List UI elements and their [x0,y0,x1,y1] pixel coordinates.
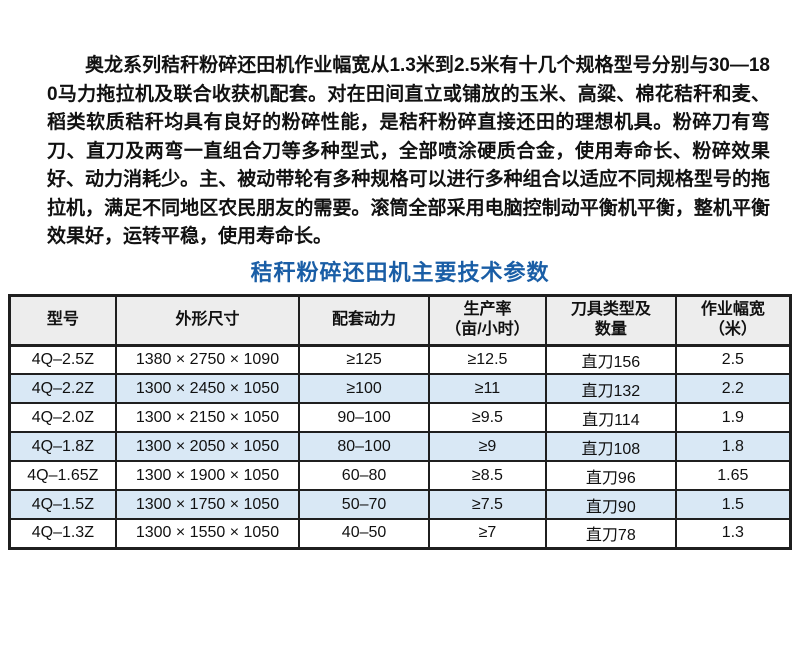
cell-dimensions: 1300 × 1900 × 1050 [114,460,301,491]
cell-width: 1.9 [674,402,792,433]
cell-power: 80–100 [298,431,430,462]
intro-paragraph: 奥龙系列秸秆粉碎还田机作业幅宽从1.3米到2.5米有十几个规格型号分别与30—1… [47,55,770,247]
cell-model: 4Q–2.2Z [8,373,117,404]
table-row: 4Q–2.0Z 1300 × 2150 × 1050 90–100 ≥9.5 直… [8,402,792,433]
cell-width: 1.65 [674,460,792,491]
table-row: 4Q–1.65Z 1300 × 1900 × 1050 60–80 ≥8.5 直… [8,460,792,491]
cell-blade: 直刀114 [545,402,677,433]
cell-productivity: ≥9 [427,431,548,462]
cell-width: 2.2 [674,373,792,404]
cell-dimensions: 1300 × 2150 × 1050 [114,402,301,433]
cell-model: 4Q–1.8Z [8,431,117,462]
cell-dimensions: 1300 × 1750 × 1050 [114,489,301,520]
cell-power: 50–70 [298,489,430,520]
cell-power: ≥100 [298,373,430,404]
cell-model: 4Q–1.65Z [8,460,117,491]
cell-productivity: ≥9.5 [427,402,548,433]
cell-blade: 直刀132 [545,373,677,404]
table-row: 4Q–2.2Z 1300 × 2450 × 1050 ≥100 ≥11 直刀13… [8,373,792,404]
table-title: 秸秆粉碎还田机主要技术参数 [250,259,550,285]
cell-dimensions: 1300 × 1550 × 1050 [114,518,301,549]
column-header-width: 作业幅宽 （米） [674,294,792,347]
table-row: 4Q–1.3Z 1300 × 1550 × 1050 40–50 ≥7 直刀78… [8,518,792,549]
cell-productivity: ≥7.5 [427,489,548,520]
cell-dimensions: 1380 × 2750 × 1090 [114,344,301,375]
table-row: 4Q–2.5Z 1380 × 2750 × 1090 ≥125 ≥12.5 直刀… [8,344,792,375]
cell-model: 4Q–1.3Z [8,518,117,549]
document-page: 奥龙系列秸秆粉碎还田机作业幅宽从1.3米到2.5米有十几个规格型号分别与30—1… [0,52,800,652]
cell-productivity: ≥12.5 [427,344,548,375]
header-row: 型号 外形尺寸 配套动力 生产率 （亩/小时） 刀具类型及 数量 作业幅宽 （米… [8,294,792,347]
cell-blade: 直刀78 [545,518,677,549]
column-header-blade: 刀具类型及 数量 [545,294,677,347]
cell-width: 2.5 [674,344,792,375]
cell-dimensions: 1300 × 2450 × 1050 [114,373,301,404]
cell-width: 1.5 [674,489,792,520]
table-row: 4Q–1.8Z 1300 × 2050 × 1050 80–100 ≥9 直刀1… [8,431,792,462]
cell-width: 1.8 [674,431,792,462]
cell-power: ≥125 [298,344,430,375]
column-header-dimensions: 外形尺寸 [114,294,301,347]
cell-productivity: ≥8.5 [427,460,548,491]
column-header-power: 配套动力 [298,294,430,347]
column-header-productivity: 生产率 （亩/小时） [427,294,548,347]
table-row: 4Q–1.5Z 1300 × 1750 × 1050 50–70 ≥7.5 直刀… [8,489,792,520]
cell-model: 4Q–1.5Z [8,489,117,520]
specs-table: 型号 外形尺寸 配套动力 生产率 （亩/小时） 刀具类型及 数量 作业幅宽 （米… [8,293,792,550]
cell-model: 4Q–2.0Z [8,402,117,433]
cell-blade: 直刀90 [545,489,677,520]
column-header-model: 型号 [8,294,117,347]
cell-productivity: ≥11 [427,373,548,404]
cell-power: 40–50 [298,518,430,549]
cell-power: 90–100 [298,402,430,433]
cell-power: 60–80 [298,460,430,491]
cell-blade: 直刀156 [545,344,677,375]
cell-blade: 直刀96 [545,460,677,491]
cell-blade: 直刀108 [545,431,677,462]
cell-width: 1.3 [674,518,792,549]
cell-model: 4Q–2.5Z [8,344,117,375]
cell-dimensions: 1300 × 2050 × 1050 [114,431,301,462]
cell-productivity: ≥7 [427,518,548,549]
